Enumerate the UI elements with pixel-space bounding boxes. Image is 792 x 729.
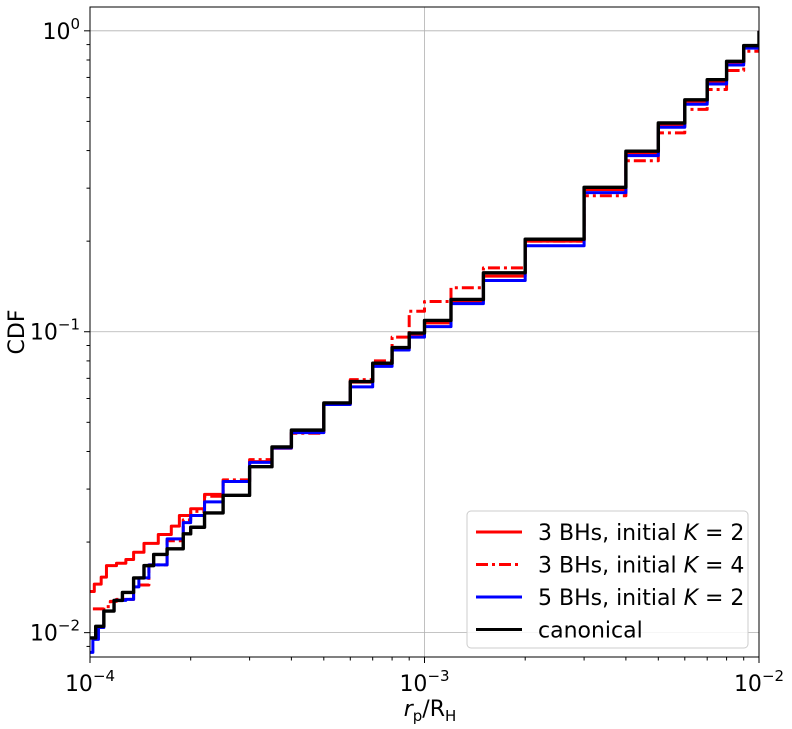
legend-label-var: K (684, 586, 700, 611)
x-tick-label: 10−2 (734, 667, 784, 697)
legend-label-suffix: = 2 (698, 586, 744, 611)
legend-item: 3 BHs, initial K = 2 (476, 521, 744, 546)
legend-item: 3 BHs, initial K = 4 (476, 554, 744, 579)
y-tick-base: 10 (30, 622, 58, 647)
x-tick-base: 10 (65, 672, 93, 697)
legend-label-var: K (684, 521, 700, 546)
x-axis-label-sub2: H (445, 707, 456, 725)
y-tick-label: 100 (42, 15, 80, 45)
legend-label-suffix: = 4 (698, 554, 744, 579)
legend-label-prefix: 3 BHs, initial (538, 554, 684, 579)
x-tick-exponent: −2 (762, 667, 784, 685)
x-tick-base: 10 (734, 672, 762, 697)
legend-label-suffix: = 2 (698, 521, 744, 546)
x-tick-base: 10 (399, 672, 427, 697)
y-tick-base: 10 (42, 20, 70, 45)
x-tick-exponent: −3 (427, 667, 449, 685)
y-tick-base: 10 (30, 321, 58, 346)
legend-label: 3 BHs, initial K = 4 (538, 554, 744, 579)
legend-item: 5 BHs, initial K = 2 (476, 586, 744, 611)
x-axis-label: rp/RH (404, 697, 457, 725)
legend-label-prefix: canonical (538, 619, 643, 644)
y-tick-label: 10−1 (30, 316, 80, 346)
legend-label-var: K (684, 554, 700, 579)
legend-label-prefix: 3 BHs, initial (538, 521, 684, 546)
series-line-3 (90, 30, 759, 654)
x-axis-label-main: r (404, 697, 415, 722)
legend: 3 BHs, initial K = 23 BHs, initial K = 4… (466, 510, 749, 649)
x-tick-label: 10−3 (399, 667, 449, 697)
y-tick-label: 10−2 (30, 617, 80, 647)
x-tick-exponent: −4 (93, 667, 115, 685)
legend-item: canonical (476, 619, 643, 644)
x-axis-label-sub: p (413, 707, 423, 725)
x-tick-label: 10−4 (65, 667, 115, 697)
legend-label-prefix: 5 BHs, initial (538, 586, 684, 611)
legend-label: canonical (538, 619, 643, 644)
series-lines (90, 30, 759, 654)
legend-label: 5 BHs, initial K = 2 (538, 586, 744, 611)
legend-label: 3 BHs, initial K = 2 (538, 521, 744, 546)
series-line-4 (90, 30, 759, 640)
y-tick-exponent: −1 (58, 316, 80, 334)
y-axis-label: CDF (5, 310, 30, 355)
y-tick-exponent: −2 (58, 617, 80, 635)
y-tick-exponent: 0 (70, 15, 80, 33)
legend-box (466, 510, 749, 649)
x-axis-label-slash: /R (422, 697, 445, 722)
